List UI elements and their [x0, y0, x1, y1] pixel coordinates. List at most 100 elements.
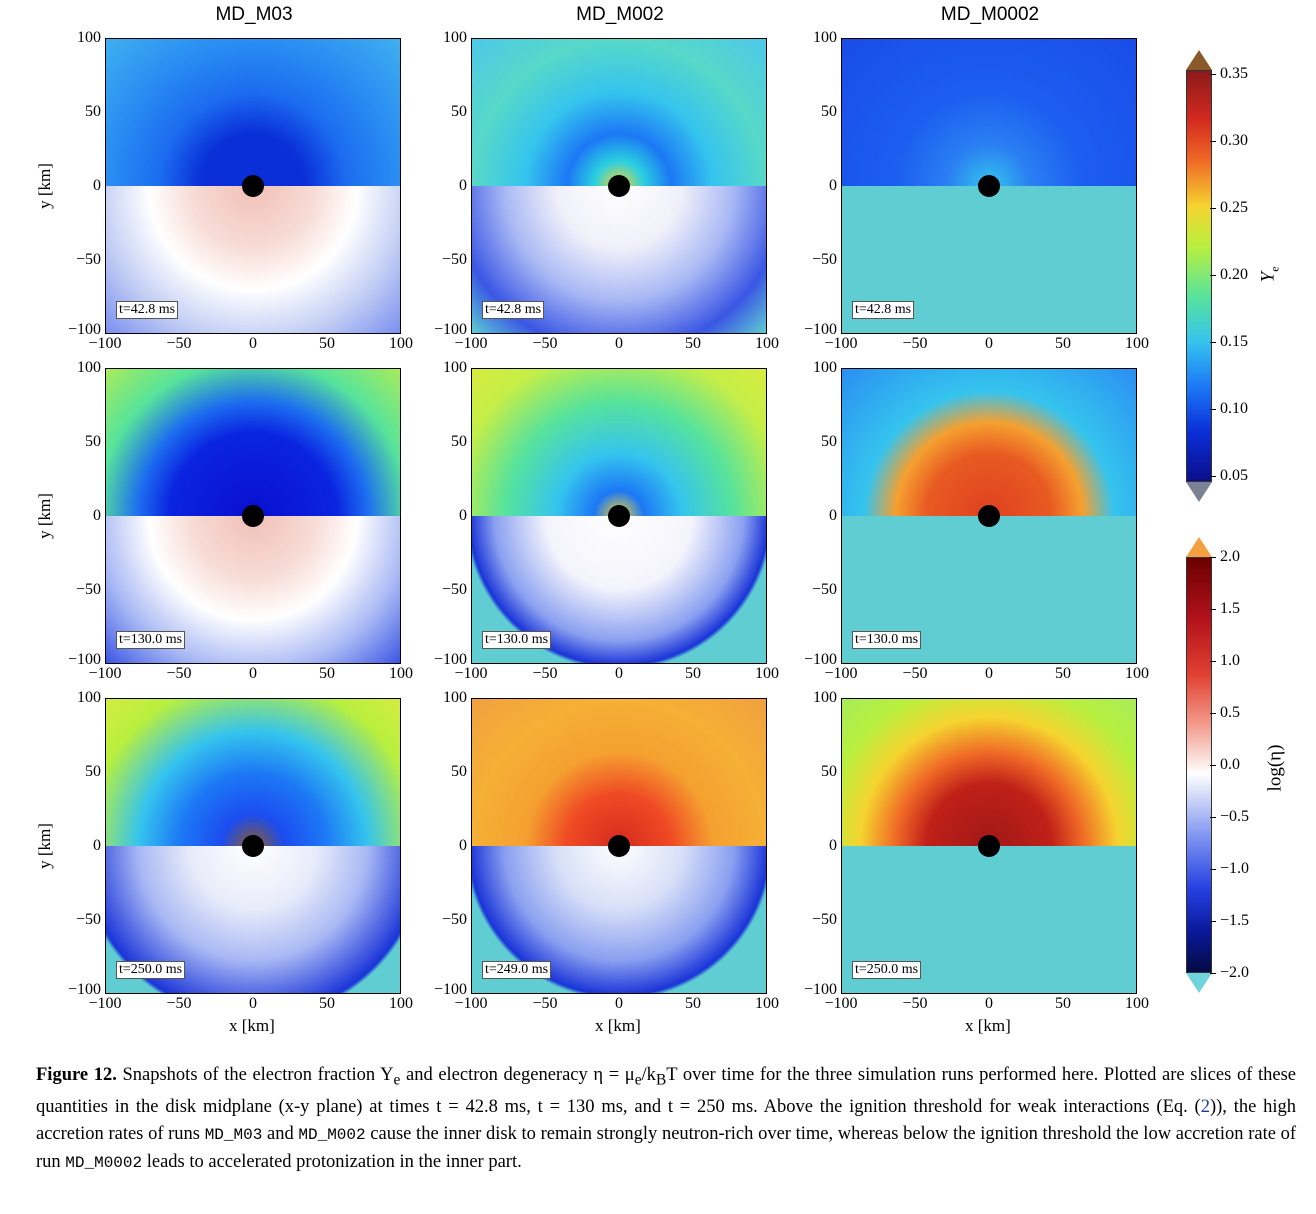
- black-hole-marker: [978, 175, 1000, 197]
- ye-tick-mark: [1210, 141, 1216, 142]
- column-title-md-m002: MD_M002: [576, 4, 664, 25]
- y-tick-label: −100: [67, 981, 101, 998]
- ye-tick-label: 0.15: [1220, 333, 1248, 350]
- ye-tick-label: 0.30: [1220, 132, 1248, 149]
- x-tick-label: −50: [532, 995, 558, 1012]
- ye-tick-mark: [1210, 476, 1216, 477]
- ye-tick-label: 0.10: [1220, 400, 1248, 417]
- panel-md-m002-row3: t=249.0 ms: [471, 698, 767, 994]
- black-hole-marker: [242, 835, 264, 857]
- x-tick-label: 50: [319, 995, 335, 1012]
- eta-colorbar-bottom-extend: [1186, 973, 1212, 993]
- column-title-md-m03: MD_M03: [215, 4, 293, 25]
- x-tick-label: −100: [824, 665, 858, 682]
- y-tick-label: 100: [813, 689, 837, 706]
- y-tick-label: −100: [67, 321, 101, 338]
- x-tick-label: 50: [685, 665, 701, 682]
- y-tick-label: 0: [459, 837, 467, 854]
- x-tick-label: −50: [902, 995, 928, 1012]
- x-tick-label: −100: [88, 995, 122, 1012]
- y-axis-label: y [km]: [34, 163, 54, 209]
- eta-tick-mark: [1210, 921, 1216, 922]
- black-hole-marker: [978, 835, 1000, 857]
- x-axis-label: x [km]: [595, 1016, 641, 1035]
- eta-tick-mark: [1210, 713, 1216, 714]
- eta-tick-mark: [1210, 817, 1216, 818]
- y-tick-label: 50: [821, 103, 837, 120]
- ye-slice: [472, 39, 766, 186]
- x-tick-label: 0: [615, 335, 623, 352]
- x-tick-label: −100: [454, 665, 488, 682]
- x-tick-label: 50: [1055, 995, 1071, 1012]
- x-tick-label: 0: [249, 665, 257, 682]
- caption-text-4: T over time for the three simulation run…: [36, 1065, 1297, 1117]
- black-hole-marker: [978, 505, 1000, 527]
- x-tick-label: −100: [454, 335, 488, 352]
- y-tick-label: −100: [433, 981, 467, 998]
- time-label: t=249.0 ms: [482, 961, 552, 979]
- caption-sub-2: e: [634, 1071, 642, 1089]
- time-label: t=250.0 ms: [852, 961, 922, 979]
- y-tick-label: −100: [67, 651, 101, 668]
- panel-md-m002-row2: t=130.0 ms: [471, 368, 767, 664]
- x-tick-label: 50: [685, 335, 701, 352]
- eta-tick-mark: [1210, 661, 1216, 662]
- equation-link[interactable]: 2: [1200, 1096, 1210, 1117]
- eta-colorbar: [1186, 557, 1212, 973]
- ye-slice: [106, 369, 400, 516]
- y-tick-label: 100: [77, 29, 101, 46]
- ye-tick-mark: [1210, 275, 1216, 276]
- panel-md-m002-row1: t=42.8 ms: [471, 38, 767, 334]
- y-tick-label: −100: [803, 651, 837, 668]
- time-label: t=42.8 ms: [482, 301, 545, 319]
- eta-tick-mark: [1210, 765, 1216, 766]
- y-tick-label: −50: [75, 911, 101, 928]
- x-tick-label: −100: [88, 335, 122, 352]
- ye-slice: [472, 699, 766, 846]
- x-tick-label: −50: [166, 665, 192, 682]
- x-tick-label: 50: [1055, 335, 1071, 352]
- y-tick-label: −100: [433, 651, 467, 668]
- y-tick-label: 100: [443, 689, 467, 706]
- time-label: t=130.0 ms: [482, 631, 552, 649]
- run-name-1: MD_M03: [204, 1125, 263, 1144]
- ye-slice: [842, 369, 1136, 516]
- x-tick-label: −100: [88, 665, 122, 682]
- caption-text-2: and electron degeneracy η = μ: [400, 1065, 635, 1085]
- ye-tick-mark: [1210, 208, 1216, 209]
- eta-tick-label: −2.0: [1220, 964, 1250, 981]
- x-tick-label: 100: [389, 995, 413, 1012]
- y-tick-label: 0: [93, 837, 101, 854]
- ye-colorbar-bottom-extend: [1186, 482, 1212, 502]
- x-tick-label: 50: [685, 995, 701, 1012]
- x-tick-label: −50: [902, 665, 928, 682]
- panel-md-m03-row1: t=42.8 ms: [105, 38, 401, 334]
- ye-colorbar-top-extend: [1186, 50, 1212, 70]
- ye-tick-label: 0.25: [1220, 199, 1248, 216]
- figure-caption: Figure 12. Snapshots of the electron fra…: [36, 1062, 1296, 1177]
- eta-tick-label: 1.0: [1220, 652, 1240, 669]
- y-tick-label: −50: [441, 581, 467, 598]
- x-tick-label: 100: [1125, 335, 1149, 352]
- x-tick-label: 0: [249, 335, 257, 352]
- panel-md-m03-row2: t=130.0 ms: [105, 368, 401, 664]
- x-axis-label: x [km]: [229, 1016, 275, 1035]
- y-axis-label: y [km]: [34, 493, 54, 539]
- eta-tick-mark: [1210, 973, 1216, 974]
- ye-tick-mark: [1210, 342, 1216, 343]
- eta-tick-mark: [1210, 557, 1216, 558]
- x-tick-label: −50: [532, 335, 558, 352]
- column-title-md-m0002: MD_M0002: [940, 4, 1040, 25]
- ye-label-sub: e: [1267, 266, 1282, 272]
- x-tick-label: 50: [1055, 665, 1071, 682]
- y-tick-label: 50: [451, 103, 467, 120]
- y-tick-label: −50: [441, 251, 467, 268]
- ye-colorbar-label: Ye: [1258, 266, 1283, 282]
- run-name-2: MD_M002: [298, 1125, 366, 1144]
- y-tick-label: 0: [93, 507, 101, 524]
- ye-tick-mark: [1210, 74, 1216, 75]
- x-tick-label: −100: [454, 995, 488, 1012]
- y-tick-label: −50: [441, 911, 467, 928]
- y-tick-label: 50: [451, 433, 467, 450]
- ye-tick-label: 0.35: [1220, 65, 1248, 82]
